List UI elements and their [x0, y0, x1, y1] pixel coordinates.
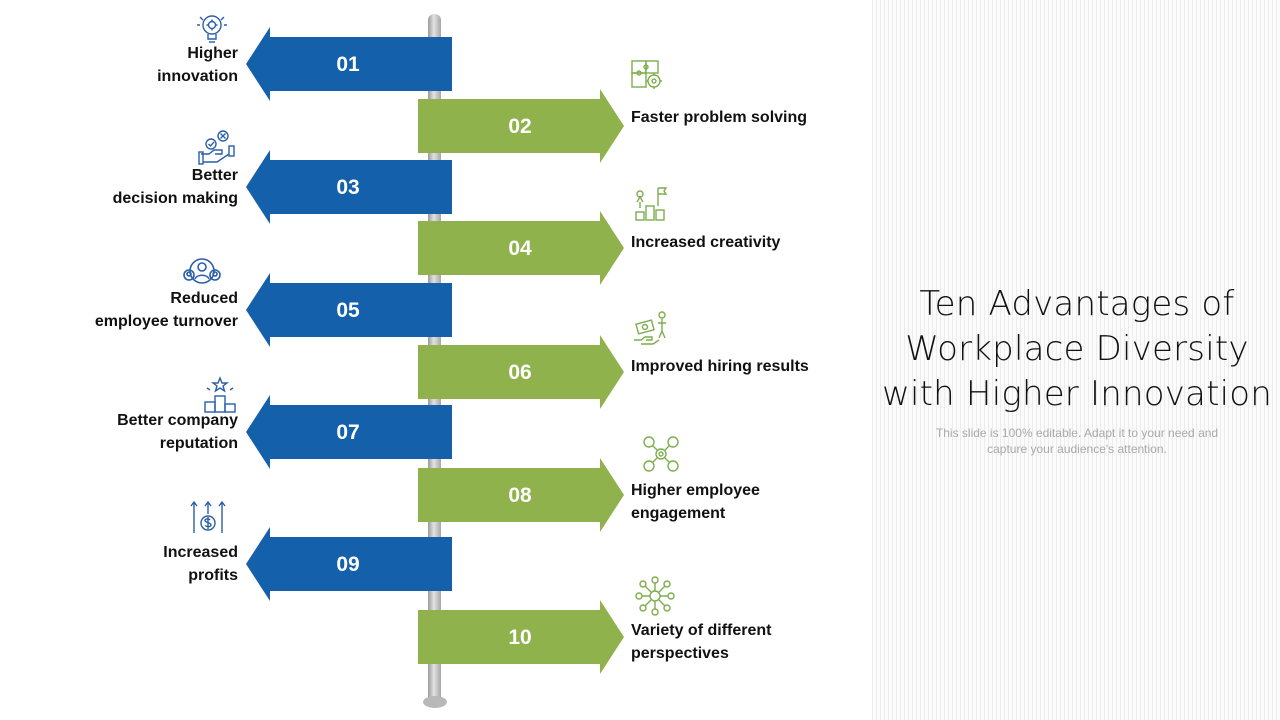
signpost-base — [423, 696, 447, 708]
title-line: Ten Advantages of — [919, 284, 1235, 324]
item-label-08: Higher employee engagement — [631, 482, 760, 522]
podium-star-icon — [200, 376, 240, 416]
arrow-06: 06 — [418, 335, 624, 409]
title-line: with Higher Innovation — [881, 374, 1273, 414]
item-label-01: Higher innovation — [157, 45, 238, 85]
arrow-number: 04 — [508, 237, 532, 260]
arrow-07: 07 — [246, 395, 452, 469]
side-panel — [872, 0, 1280, 720]
arrow-number: 03 — [336, 176, 360, 199]
arrow-08: 08 — [418, 458, 624, 532]
subtitle-line: This slide is 100% editable. Adapt it to… — [935, 426, 1219, 440]
arrow-number: 06 — [508, 361, 532, 384]
growth-flag-icon — [630, 184, 670, 224]
item-label-05: Reduced employee turnover — [94, 290, 238, 330]
item-label-03: Better decision making — [112, 167, 238, 207]
item-label-09: Increased profits — [163, 544, 238, 584]
arrow-number: 08 — [508, 484, 532, 507]
item-label-04: Increased creativity — [631, 234, 781, 251]
slide-title: Ten Advantages of Workplace Diversity wi… — [880, 282, 1274, 417]
puzzle-gear-icon — [627, 55, 667, 95]
arrow-01: 01 — [246, 27, 452, 101]
dollar-growth-icon — [188, 497, 228, 537]
lightbulb-gear-icon — [192, 9, 232, 49]
arrow-03: 03 — [246, 150, 452, 224]
slide-subtitle: This slide is 100% editable. Adapt it to… — [920, 425, 1234, 457]
arrow-number: 07 — [336, 421, 360, 444]
arrow-number: 02 — [508, 115, 532, 138]
item-label-07: Better company reputation — [117, 412, 238, 452]
item-label-06: Improved hiring results — [631, 358, 809, 375]
arrow-09: 09 — [246, 527, 452, 601]
item-label-02: Faster problem solving — [631, 109, 808, 126]
item-label-10: Variety of different perspectives — [631, 622, 772, 662]
arrow-number: 05 — [336, 299, 360, 322]
arrow-number: 10 — [508, 626, 532, 649]
arrow-02: 02 — [418, 89, 624, 163]
arrow-number: 09 — [336, 553, 360, 576]
hiring-cash-icon — [631, 308, 671, 348]
arrow-number: 01 — [336, 53, 360, 76]
hub-nodes-icon — [635, 576, 675, 616]
network-people-icon — [641, 434, 681, 474]
title-line: Workplace Diversity — [905, 329, 1249, 369]
arrow-05: 05 — [246, 273, 452, 347]
arrow-10: 10 — [418, 600, 624, 674]
decision-hand-icon — [197, 128, 237, 168]
subtitle-line: capture your audience's attention. — [987, 442, 1167, 456]
team-circle-icon — [182, 253, 222, 293]
arrow-04: 04 — [418, 211, 624, 285]
